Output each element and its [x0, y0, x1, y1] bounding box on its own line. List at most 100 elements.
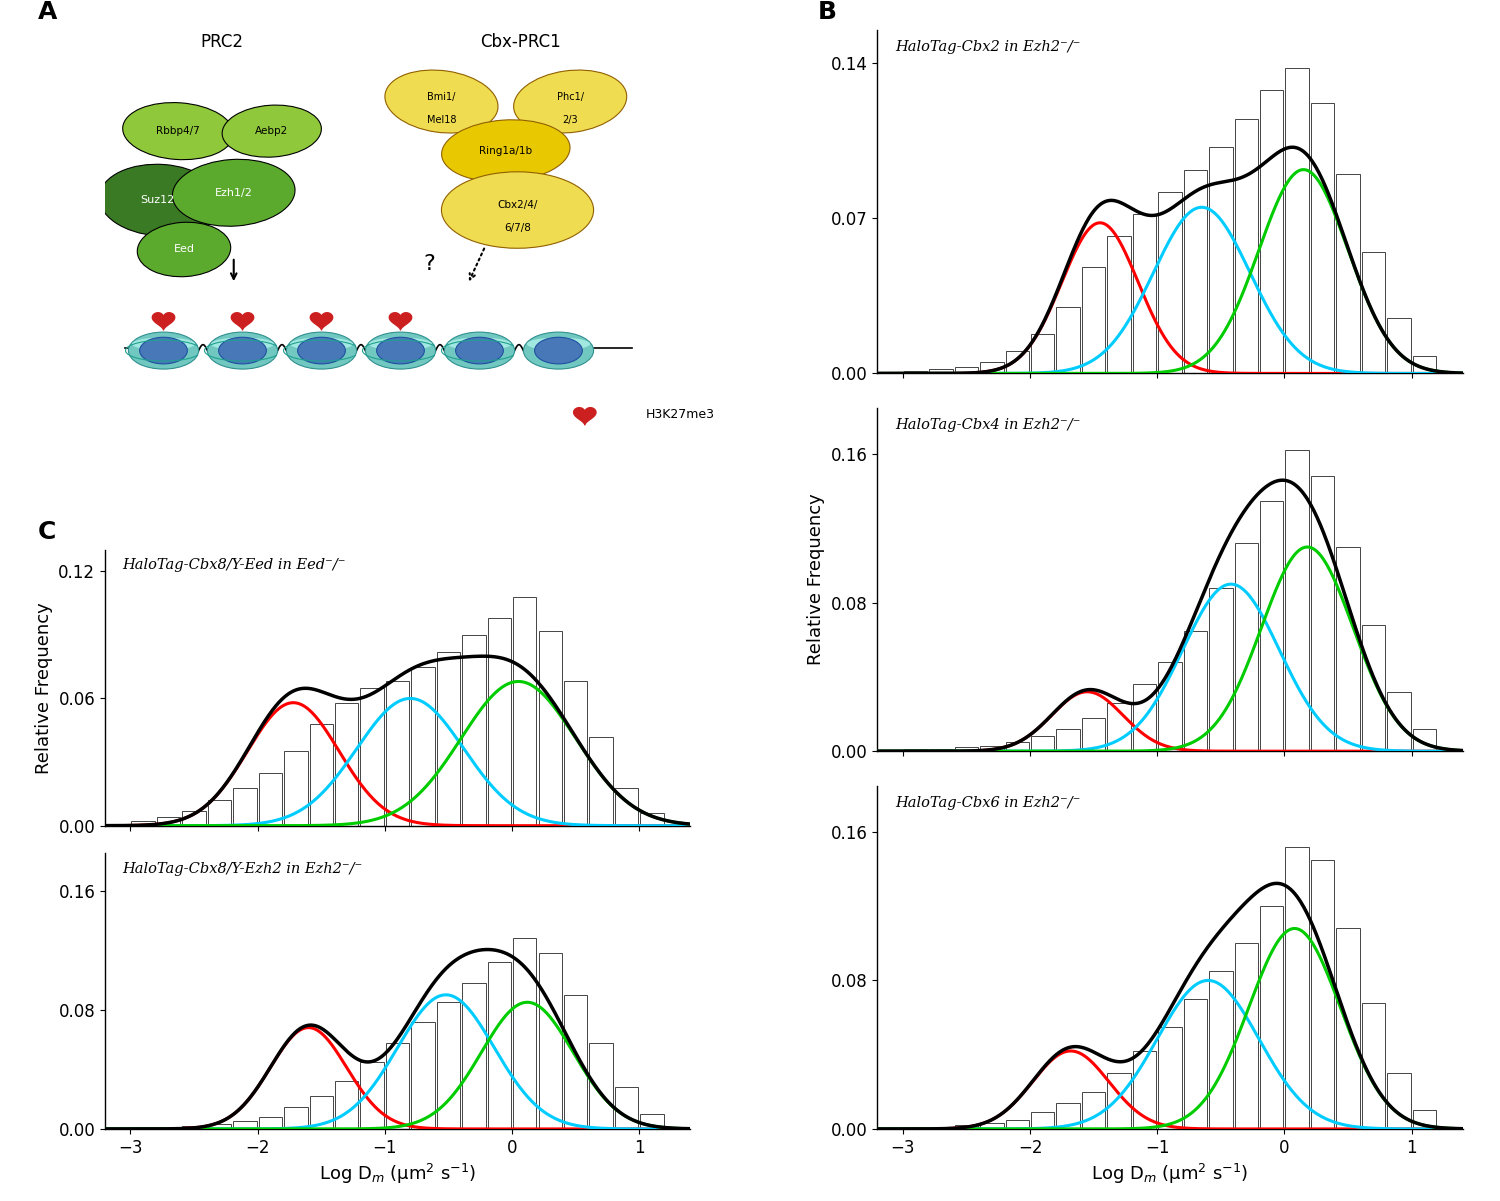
Bar [1132, 1051, 1156, 1129]
Ellipse shape [222, 104, 321, 157]
Bar [488, 617, 512, 825]
Text: Eed: Eed [174, 245, 195, 255]
Bar [1107, 703, 1131, 751]
Bar [1158, 1027, 1182, 1129]
Text: Cbx-PRC1: Cbx-PRC1 [480, 34, 561, 52]
Ellipse shape [441, 120, 570, 181]
Bar [183, 811, 206, 825]
Bar [1388, 1074, 1410, 1129]
Polygon shape [310, 312, 333, 330]
Bar [615, 1087, 638, 1129]
Bar [411, 1022, 435, 1129]
Text: C: C [38, 520, 56, 544]
Bar [462, 635, 486, 825]
Bar [1260, 501, 1284, 751]
Bar [132, 1128, 154, 1129]
Bar [1311, 103, 1335, 374]
Text: H3K27me3: H3K27me3 [646, 408, 716, 422]
Text: HaloTag-Cbx4 in Ezh2⁻/⁻: HaloTag-Cbx4 in Ezh2⁻/⁻ [896, 418, 1080, 432]
Bar [538, 631, 562, 825]
Bar [258, 1117, 282, 1129]
Ellipse shape [297, 337, 345, 364]
Ellipse shape [138, 222, 231, 276]
Y-axis label: Relative Frequency: Relative Frequency [34, 602, 53, 773]
Text: ?: ? [424, 255, 435, 274]
Bar [232, 1122, 256, 1129]
Polygon shape [231, 312, 254, 330]
Bar [1056, 729, 1080, 751]
Text: 6/7/8: 6/7/8 [504, 223, 531, 233]
Bar [488, 962, 512, 1129]
Bar [980, 1123, 1004, 1129]
Bar [904, 371, 927, 374]
Bar [1413, 1111, 1436, 1129]
Bar [1209, 587, 1233, 751]
Ellipse shape [207, 333, 278, 369]
Bar [1184, 169, 1208, 374]
Ellipse shape [99, 165, 222, 237]
Bar [1413, 729, 1436, 751]
Bar [1030, 736, 1054, 751]
Bar [1336, 928, 1359, 1129]
Bar [930, 749, 952, 751]
Ellipse shape [386, 70, 498, 133]
Bar [1082, 718, 1106, 751]
Bar [513, 597, 537, 825]
Bar [1362, 625, 1384, 751]
Bar [954, 747, 978, 751]
Ellipse shape [513, 70, 627, 133]
Text: HaloTag-Cbx8/Y-Eed in Eed⁻/⁻: HaloTag-Cbx8/Y-Eed in Eed⁻/⁻ [123, 558, 346, 572]
Bar [1005, 351, 1029, 374]
Text: Phc1/: Phc1/ [556, 91, 584, 102]
Text: A: A [38, 0, 57, 24]
Bar [640, 813, 663, 825]
Text: Bmi1/: Bmi1/ [427, 91, 456, 102]
Bar [564, 681, 588, 825]
Bar [360, 688, 384, 825]
Bar [1056, 307, 1080, 374]
Text: Rbbp4/7: Rbbp4/7 [156, 126, 200, 136]
Bar [334, 703, 358, 825]
Bar [209, 800, 231, 825]
Bar [538, 954, 562, 1129]
Ellipse shape [441, 172, 594, 249]
Bar [462, 982, 486, 1129]
Bar [930, 369, 952, 374]
Text: Cbx2/4/: Cbx2/4/ [498, 201, 537, 210]
Bar [1286, 67, 1310, 374]
Ellipse shape [444, 333, 514, 369]
Ellipse shape [366, 333, 435, 369]
Bar [904, 1127, 927, 1129]
Text: Aebp2: Aebp2 [255, 126, 288, 136]
Bar [930, 1127, 952, 1129]
Bar [1107, 1074, 1131, 1129]
X-axis label: Log D$_{m}$ (μm$^{2}$ s$^{-1}$): Log D$_{m}$ (μm$^{2}$ s$^{-1}$) [320, 1163, 476, 1187]
Bar [386, 1042, 410, 1129]
Ellipse shape [376, 337, 424, 364]
Bar [360, 1062, 384, 1129]
Bar [615, 788, 638, 825]
Text: Ezh1/2: Ezh1/2 [214, 187, 252, 198]
X-axis label: Log D$_{m}$ (μm$^{2}$ s$^{-1}$): Log D$_{m}$ (μm$^{2}$ s$^{-1}$) [1092, 1163, 1248, 1187]
Bar [1260, 907, 1284, 1129]
Bar [258, 772, 282, 825]
Ellipse shape [524, 333, 594, 369]
Bar [334, 1081, 358, 1129]
Bar [1209, 972, 1233, 1129]
Bar [954, 1125, 978, 1129]
Bar [183, 1127, 206, 1129]
Text: Suz12: Suz12 [141, 196, 176, 205]
Bar [158, 1128, 180, 1129]
Ellipse shape [129, 333, 198, 369]
Ellipse shape [448, 337, 512, 351]
Text: B: B [818, 0, 837, 24]
Bar [513, 938, 537, 1129]
Bar [904, 749, 927, 751]
Text: 2/3: 2/3 [562, 115, 578, 125]
Bar [1132, 685, 1156, 751]
Bar [284, 1106, 308, 1129]
Ellipse shape [211, 337, 274, 351]
Bar [1184, 999, 1208, 1129]
Bar [980, 363, 1004, 374]
Ellipse shape [290, 337, 352, 351]
